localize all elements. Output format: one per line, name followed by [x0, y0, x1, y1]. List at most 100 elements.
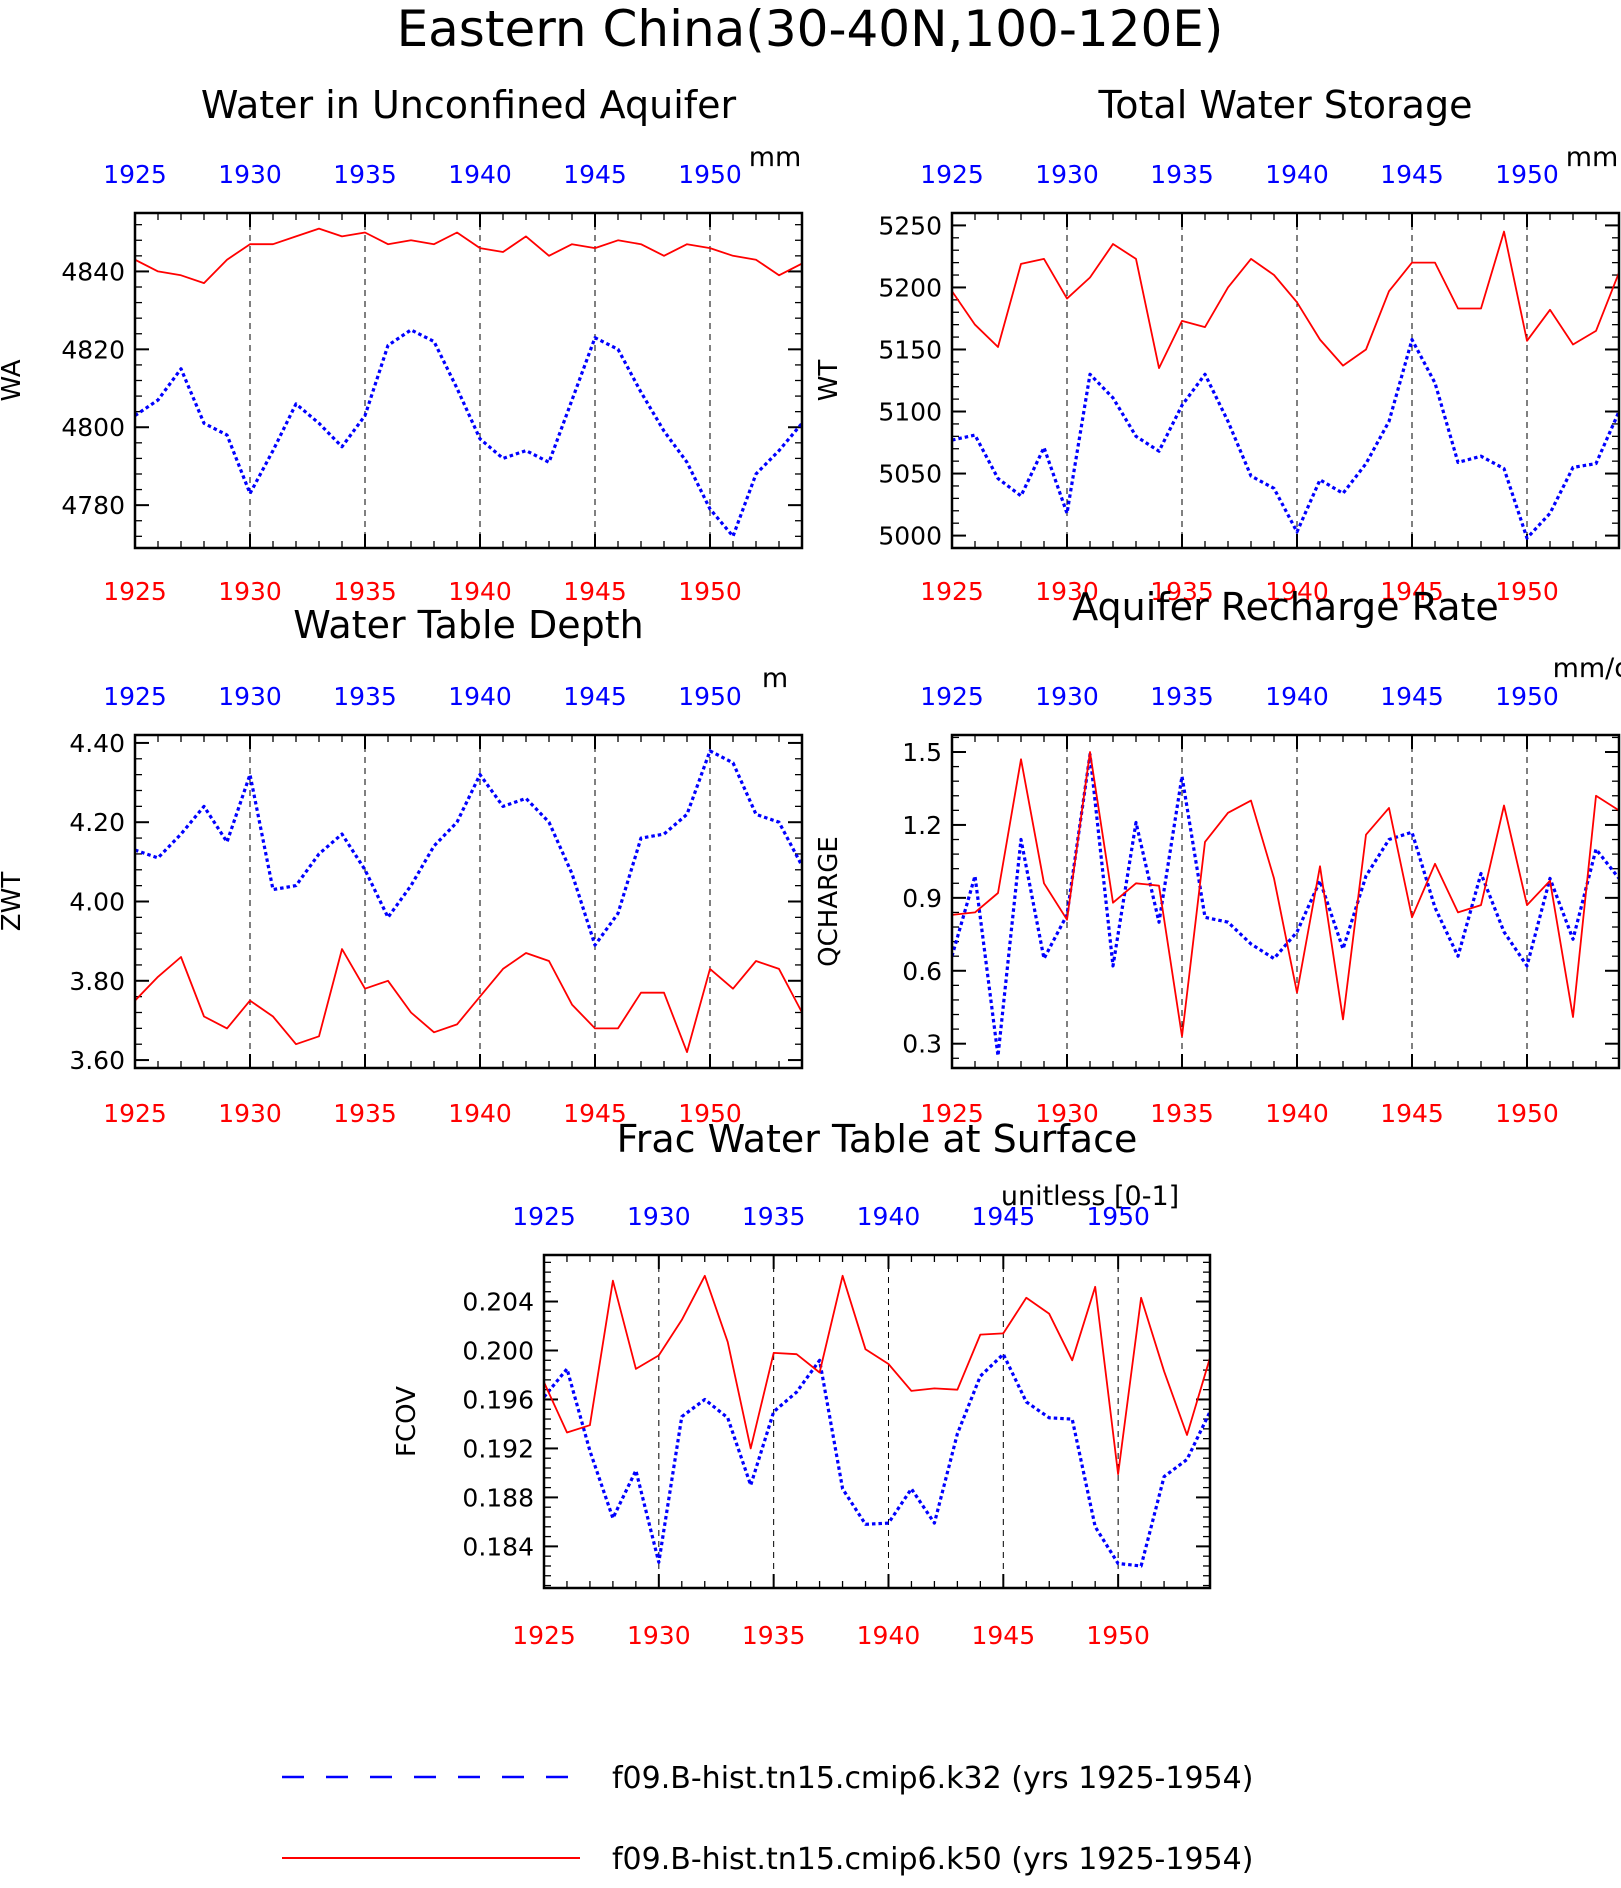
x-tick-label-bottom: 1935: [1150, 1099, 1214, 1128]
legend-k32-label: f09.B-hist.tn15.cmip6.k32 (yrs 1925-1954…: [612, 1761, 1253, 1796]
y-tick-label: 4.00: [69, 888, 125, 917]
x-tick-label-bottom: 1925: [920, 1099, 984, 1128]
x-tick-label-bottom: 1945: [1380, 1099, 1444, 1128]
x-tick-label-top: 1945: [563, 682, 627, 711]
x-tick-label-bottom: 1940: [1265, 577, 1329, 606]
x-tick-label-top: 1935: [1150, 160, 1214, 189]
x-tick-label-bottom: 1935: [1150, 577, 1214, 606]
series-k32-line: [952, 338, 1619, 540]
x-tick-label-top: 1925: [920, 682, 984, 711]
x-tick-label-top: 1925: [103, 160, 167, 189]
plot-frame: [950, 733, 1621, 1070]
x-tick-label-top: 1945: [1380, 682, 1444, 711]
x-tick-label-bottom: 1940: [1265, 1099, 1329, 1128]
x-tick-label-bottom: 1945: [563, 1099, 627, 1128]
series-k32-line: [135, 749, 802, 947]
y-tick-label: 4.40: [69, 729, 125, 758]
x-tick-label-top: 1935: [333, 160, 397, 189]
y-tick-label: 1.5: [902, 738, 942, 767]
x-tick-label-top: 1925: [920, 160, 984, 189]
y-tick-label: 0.192: [462, 1434, 534, 1463]
plot-frame: [133, 733, 804, 1070]
x-tick-label-bottom: 1940: [448, 1099, 512, 1128]
y-tick-label: 0.204: [462, 1288, 534, 1317]
x-tick-label-bottom: 1940: [857, 1621, 921, 1650]
y-tick-label: 0.9: [902, 884, 942, 913]
plot-frame: [133, 211, 804, 550]
x-tick-label-top: 1935: [1150, 682, 1214, 711]
panel-frac-water-table-at-surface: Frac Water Table at Surface unitless [0-1…: [392, 1117, 1212, 1650]
plot-frame: [542, 1253, 1212, 1590]
x-tick-label-top: 1925: [103, 682, 167, 711]
y-tick-label: 5000: [878, 522, 942, 551]
y-axis-label: WT: [814, 360, 844, 402]
series-k32-line: [952, 752, 1619, 1058]
x-tick-label-top: 1945: [1380, 160, 1444, 189]
x-tick-label-top: 1950: [1495, 682, 1559, 711]
x-tick-label-top: 1930: [1035, 682, 1099, 711]
x-tick-label-bottom: 1945: [563, 577, 627, 606]
x-tick-label-top: 1940: [1265, 682, 1329, 711]
panel-title: Water Table Depth: [293, 603, 644, 647]
x-tick-label-bottom: 1930: [1035, 577, 1099, 606]
x-tick-label-top: 1930: [1035, 160, 1099, 189]
x-tick-label-bottom: 1930: [218, 1099, 282, 1128]
y-tick-label: 3.60: [69, 1046, 125, 1075]
panel-water-table-depth: Water Table Depth m ZWT 1925 1925 1930 1930 193…: [0, 603, 804, 1128]
series-k32-line: [135, 328, 802, 538]
x-tick-label-bottom: 1925: [512, 1621, 576, 1650]
y-axis-label: ZWT: [0, 872, 27, 932]
x-tick-label-bottom: 1925: [103, 577, 167, 606]
units-label: mm/d: [1553, 653, 1621, 684]
y-tick-label: 0.3: [902, 1030, 942, 1059]
x-tick-label-top: 1930: [218, 160, 282, 189]
x-tick-label-bottom: 1930: [1035, 1099, 1099, 1128]
y-tick-label: 0.188: [462, 1483, 534, 1512]
x-tick-label-top: 1950: [1495, 160, 1559, 189]
x-tick-label-bottom: 1925: [103, 1099, 167, 1128]
x-tick-label-top: 1935: [333, 682, 397, 711]
panel-title: Total Water Storage: [1098, 83, 1473, 127]
y-tick-label: 0.196: [462, 1385, 534, 1414]
y-tick-label: 4840: [61, 257, 125, 286]
x-tick-label-bottom: 1935: [333, 577, 397, 606]
x-tick-label-top: 1940: [448, 160, 512, 189]
x-tick-label-bottom: 1930: [627, 1621, 691, 1650]
y-tick-label: 1.2: [902, 811, 942, 840]
y-tick-label: 5150: [878, 335, 942, 364]
x-tick-label-top: 1930: [627, 1202, 691, 1231]
x-tick-label-bottom: 1945: [971, 1621, 1035, 1650]
x-tick-label-bottom: 1935: [333, 1099, 397, 1128]
x-tick-label-bottom: 1925: [920, 577, 984, 606]
x-tick-label-top: 1945: [971, 1202, 1035, 1231]
x-tick-label-bottom: 1945: [1380, 577, 1444, 606]
x-tick-label-top: 1950: [678, 160, 742, 189]
x-tick-label-bottom: 1930: [218, 577, 282, 606]
x-tick-label-bottom: 1940: [448, 577, 512, 606]
plot-frame: [950, 211, 1621, 550]
y-tick-label: 3.80: [69, 967, 125, 996]
units-label: m: [762, 663, 788, 694]
series-k50-line: [952, 751, 1619, 1038]
panel-title: Aquifer Recharge Rate: [1072, 585, 1499, 629]
series-k50-line: [952, 230, 1619, 370]
series-k50-line: [135, 227, 802, 285]
y-axis-label: WA: [0, 359, 27, 401]
y-tick-label: 5200: [878, 273, 942, 302]
x-tick-label-top: 1930: [218, 682, 282, 711]
x-tick-label-top: 1950: [1086, 1202, 1150, 1231]
y-tick-label: 4.20: [69, 808, 125, 837]
x-tick-label-top: 1940: [857, 1202, 921, 1231]
y-tick-label: 0.6: [902, 957, 942, 986]
y-tick-label: 0.184: [462, 1532, 534, 1561]
y-tick-label: 0.200: [462, 1336, 534, 1365]
series-k32-line: [544, 1352, 1210, 1568]
panel-total-water-storage: Total Water Storage mm WT 1925 1925 1930 1930 1…: [814, 83, 1621, 606]
x-tick-label-bottom: 1950: [678, 577, 742, 606]
panel-title: Frac Water Table at Surface: [617, 1117, 1138, 1161]
units-label: unitless [0-1]: [1001, 1181, 1179, 1212]
units-label: mm: [1566, 142, 1619, 173]
x-tick-label-bottom: 1950: [1495, 1099, 1559, 1128]
